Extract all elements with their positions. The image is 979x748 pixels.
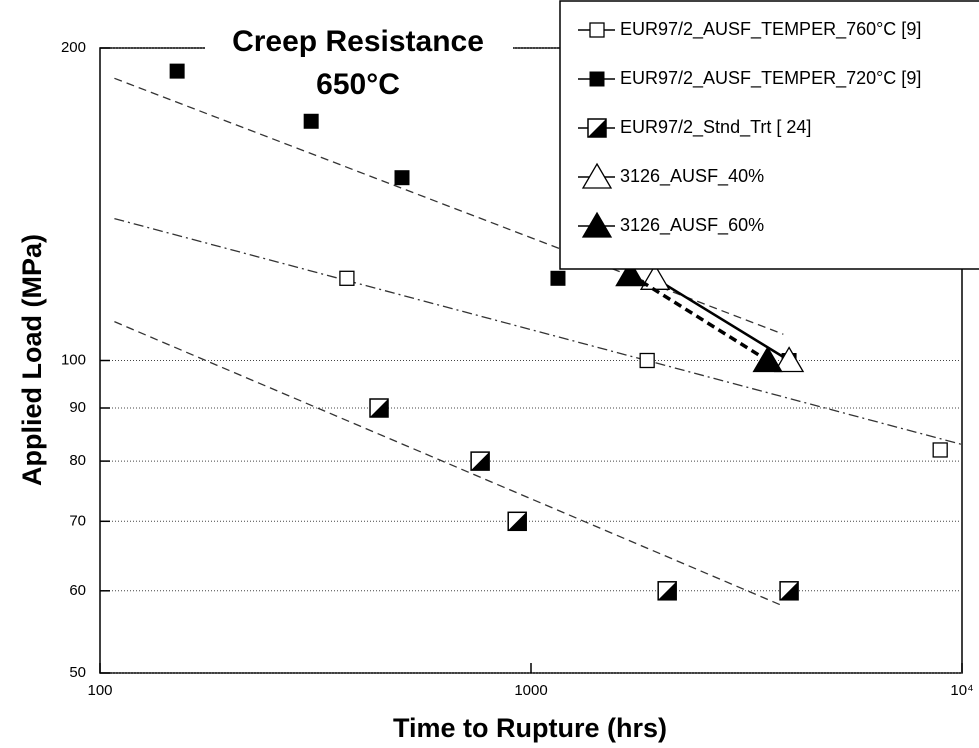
legend-label: 3126_AUSF_60% (620, 215, 764, 236)
triangle (581, 211, 613, 238)
y-tick-label: 80 (69, 452, 86, 469)
y-tick-label: 200 (61, 39, 86, 56)
series-line (629, 273, 769, 362)
square (932, 442, 948, 458)
y-tick-label: 60 (69, 582, 86, 599)
triangle (752, 346, 783, 373)
legend: EUR97/2_AUSF_TEMPER_760°C [9] EUR97/2_AUS… (559, 0, 979, 270)
legend-label: EUR97/2_Stnd_Trt [ 24] (620, 117, 811, 138)
x-tick-label: 10⁴ (950, 682, 973, 699)
marker-filled-square (394, 170, 410, 186)
square (589, 71, 605, 87)
legend-marker (587, 118, 607, 138)
marker-open-square (932, 442, 948, 458)
half (370, 399, 389, 418)
legend-label: 3126_AUSF_40% (620, 166, 764, 187)
marker-half-square (470, 451, 490, 471)
fit-lines (114, 77, 963, 607)
half (658, 581, 677, 600)
marker-half-square (779, 581, 799, 601)
square (394, 170, 410, 186)
half (471, 452, 490, 471)
square (550, 270, 566, 286)
marker-half-square (657, 581, 677, 601)
legend-box (559, 0, 979, 270)
fit-line (114, 77, 784, 335)
marker-filled-triangle (615, 260, 646, 287)
square (169, 63, 185, 79)
chart-title: Creep Resistance (232, 25, 484, 58)
marker-half-square (369, 398, 389, 418)
square (589, 22, 605, 38)
marker-open-triangle (773, 346, 805, 373)
square (639, 352, 655, 369)
half (588, 119, 606, 137)
marks (169, 63, 948, 601)
marker-filled-square (303, 113, 319, 129)
x-tick-label: 1000 (514, 682, 547, 699)
triangle (581, 162, 613, 189)
legend-label: EUR97/2_AUSF_TEMPER_760°C [9] (620, 19, 921, 40)
square (339, 270, 355, 286)
x-axis-label: Time to Rupture (hrs) (393, 713, 667, 743)
fit-line (114, 321, 784, 607)
marker-filled-triangle (752, 346, 783, 373)
series-line (654, 277, 790, 362)
marker-filled-square (169, 63, 185, 79)
y-tick-label: 50 (69, 664, 86, 681)
fit-line (114, 217, 963, 446)
y-tick-label: 70 (69, 512, 86, 529)
square (303, 113, 319, 129)
triangle (615, 260, 646, 287)
marker-open-square (339, 270, 355, 286)
y-tick-label: 90 (69, 399, 86, 416)
half (508, 512, 527, 531)
half (780, 581, 799, 600)
legend-marker (589, 22, 605, 38)
legend-marker (581, 211, 613, 238)
legend-marker (581, 162, 613, 189)
legend-label: EUR97/2_AUSF_TEMPER_720°C [9] (620, 68, 921, 89)
x-tick-label: 100 (87, 682, 112, 699)
y-tick-label: 100 (61, 351, 86, 368)
marker-open-square (639, 352, 655, 369)
marker-filled-square (550, 270, 566, 286)
grid: 100 1000 10⁴ 50 60 70 80 90 100 200 (61, 39, 974, 699)
chart-subtitle: 650°C (316, 68, 400, 101)
legend-marker (589, 71, 605, 87)
marker-half-square (507, 511, 527, 532)
title-background (205, 22, 513, 62)
triangle (773, 346, 805, 373)
y-axis-label: Applied Load (MPa) (17, 234, 47, 486)
